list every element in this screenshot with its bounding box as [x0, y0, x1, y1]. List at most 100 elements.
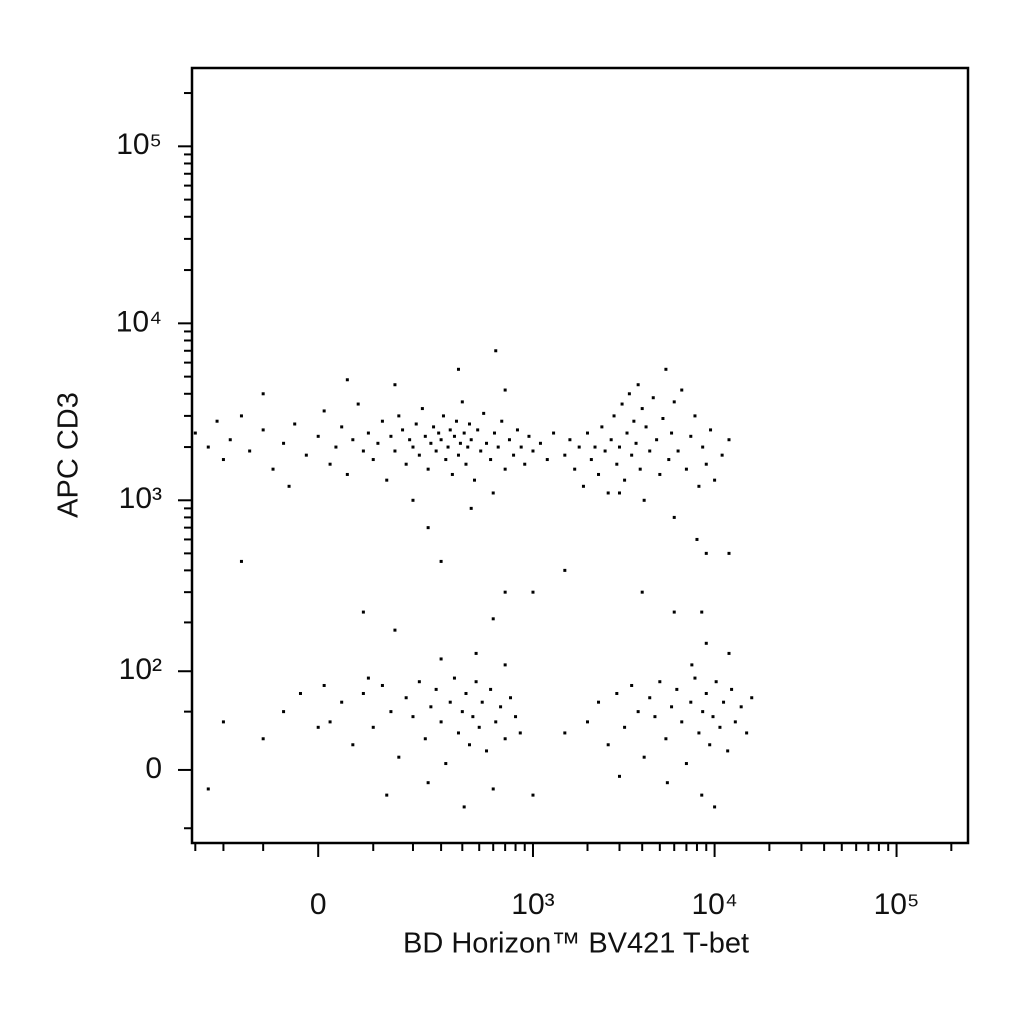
data-point [477, 725, 481, 729]
data-point [380, 683, 384, 687]
data-point [700, 610, 704, 614]
data-point [693, 414, 697, 418]
data-point [648, 696, 652, 700]
data-point [361, 691, 365, 695]
data-point [697, 731, 701, 735]
data-point [328, 720, 332, 724]
data-point [417, 453, 421, 457]
y-tick-label: 10⁴ [116, 305, 162, 338]
data-point [704, 691, 708, 695]
data-point [467, 422, 471, 426]
data-point [713, 805, 717, 809]
data-point [437, 431, 441, 435]
data-point [460, 710, 464, 714]
data-point [676, 449, 680, 453]
y-tick-label: 10⁵ [116, 128, 162, 161]
data-point [563, 731, 567, 735]
data-point [271, 467, 275, 471]
data-point [206, 787, 210, 791]
data-point [261, 392, 265, 396]
data-point [458, 441, 462, 445]
data-point [617, 445, 621, 449]
data-point [612, 414, 616, 418]
data-point [726, 749, 730, 753]
x-tick-label: 0 [310, 888, 327, 921]
data-point [414, 422, 418, 426]
data-point [448, 700, 452, 704]
data-point [664, 737, 668, 741]
data-point [750, 696, 754, 700]
data-point [640, 407, 644, 411]
data-point [518, 731, 522, 735]
data-point [426, 467, 430, 471]
data-point [531, 793, 535, 797]
data-point [404, 462, 408, 466]
data-point [287, 484, 291, 488]
data-point [491, 787, 495, 791]
data-point [527, 434, 531, 438]
data-point [441, 414, 445, 418]
data-point [709, 428, 713, 432]
data-point [426, 781, 430, 785]
data-point [708, 743, 712, 747]
data-point [467, 743, 471, 747]
data-point [665, 781, 669, 785]
data-point [623, 725, 627, 729]
data-point [221, 720, 225, 724]
data-point [727, 438, 731, 442]
data-point [609, 438, 613, 442]
data-point [515, 428, 519, 432]
data-point [492, 431, 496, 435]
data-point [585, 431, 589, 435]
data-point [664, 367, 668, 371]
data-point [489, 458, 493, 462]
x-tick-label: 10³ [511, 888, 554, 921]
data-point [503, 737, 507, 741]
data-point [448, 428, 452, 432]
data-point [389, 710, 393, 714]
data-point [454, 419, 458, 423]
data-point [713, 478, 717, 482]
data-point [640, 590, 644, 594]
data-point [651, 396, 655, 400]
data-point [439, 438, 443, 442]
data-point [503, 467, 507, 471]
y-axis-title: APC CD3 [53, 392, 85, 518]
data-point [472, 478, 476, 482]
data-point [426, 526, 430, 530]
data-point [503, 388, 507, 392]
data-point [429, 705, 433, 709]
data-point [625, 431, 629, 435]
data-point [585, 720, 589, 724]
data-point [617, 774, 621, 778]
data-point [282, 441, 286, 445]
data-point [718, 725, 722, 729]
data-point [282, 710, 286, 714]
data-point [239, 559, 243, 563]
data-point [523, 462, 527, 466]
data-point [411, 498, 415, 502]
data-point [739, 705, 743, 709]
data-point [439, 720, 443, 724]
data-point [672, 400, 676, 404]
data-point [361, 449, 365, 453]
data-point [690, 663, 694, 667]
data-point [593, 445, 597, 449]
data-point [334, 445, 338, 449]
data-point [464, 462, 468, 466]
data-point [636, 710, 640, 714]
data-point [653, 715, 657, 719]
data-point [573, 467, 577, 471]
plot-frame [190, 66, 970, 845]
data-point [720, 453, 724, 457]
data-point [627, 392, 631, 396]
data-point [456, 367, 460, 371]
data-point [672, 515, 676, 519]
data-point [519, 445, 523, 449]
data-point [684, 467, 688, 471]
data-point [474, 680, 478, 684]
data-point [630, 453, 634, 457]
y-tick-label: 0 [145, 752, 162, 785]
x-axis-title: BD Horizon™ BV421 T-bet [403, 928, 749, 960]
